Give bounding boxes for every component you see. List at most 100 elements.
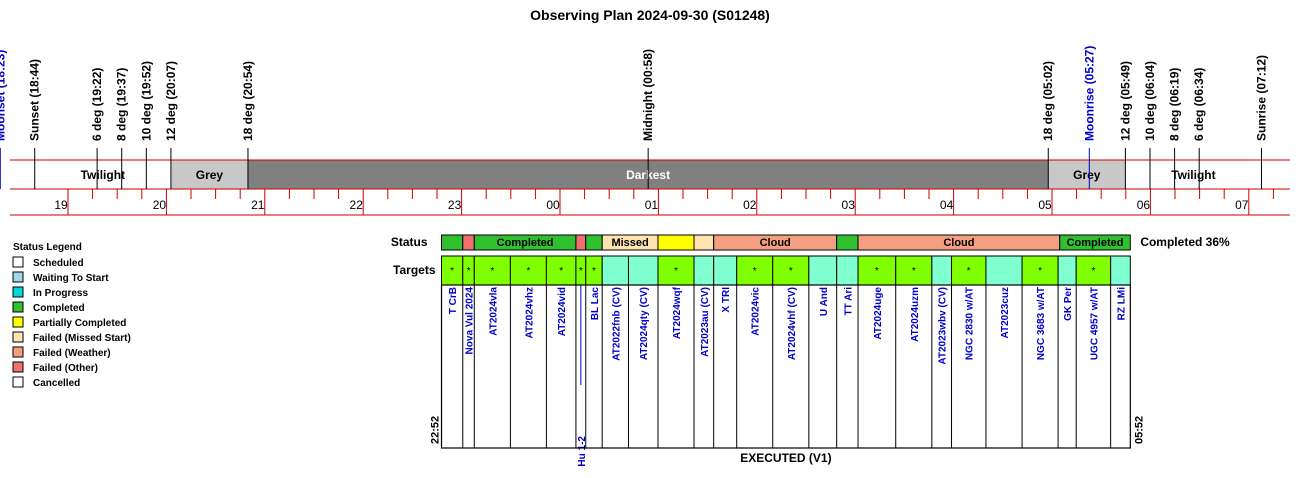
legend-swatch xyxy=(12,256,24,268)
target-cell xyxy=(627,255,659,286)
legend-swatch xyxy=(12,286,24,298)
status-segment xyxy=(693,234,715,251)
target-name: AT2024vla xyxy=(488,287,499,336)
event-label: Midnight (00:58) xyxy=(641,49,655,141)
target-cell xyxy=(601,255,629,286)
target-name: NGC 2830 w/AT xyxy=(965,287,976,360)
event-label: 6 deg (06:34) xyxy=(1192,68,1206,141)
target-name: Nova Vul 2024 xyxy=(465,287,476,355)
hour-axis: 19 20 21 22 23 00 01 02 03 04 05 06 07 xyxy=(10,189,1290,216)
target-name: AT2023cuz xyxy=(1000,287,1011,339)
hour-tick-label: 02 xyxy=(743,198,757,212)
hour-tick-label: 03 xyxy=(842,198,856,212)
target-name: AT2024vid xyxy=(557,287,568,336)
legend-item-label: Cancelled xyxy=(33,378,80,389)
event-label: 10 deg (06:04) xyxy=(1143,61,1157,141)
hour-tick-label: 19 xyxy=(54,198,68,212)
legend-item-label: Failed (Weather) xyxy=(33,348,111,359)
legend-item-label: Scheduled xyxy=(33,258,84,269)
target-done-mark: * xyxy=(579,266,583,277)
target-done-mark: * xyxy=(912,266,916,277)
legend-item-label: In Progress xyxy=(33,288,88,299)
twilight-band xyxy=(170,160,248,189)
target-name: AT2022fnb (CV) xyxy=(611,287,622,361)
hour-tick-label: 00 xyxy=(546,198,560,212)
target-done-mark: * xyxy=(674,266,678,277)
legend-item-label: Failed (Other) xyxy=(33,363,98,374)
event-label: 12 deg (05:49) xyxy=(1118,61,1132,141)
target-name: T CrB xyxy=(448,287,459,314)
legend-item-label: Completed xyxy=(33,303,85,314)
event-label: 18 deg (05:02) xyxy=(1041,61,1055,141)
target-name: Hu 1-2 xyxy=(577,436,588,467)
event-markers: Moonset (18:23) Sunset (18:44) 6 deg (19:2… xyxy=(0,46,1268,189)
twilight-band xyxy=(34,160,171,189)
twilight-band-label: Grey xyxy=(196,168,224,182)
target-name: AT2024wqf xyxy=(672,286,683,339)
hour-tick-label: 05 xyxy=(1038,198,1052,212)
target-done-mark: * xyxy=(789,266,793,277)
status-segment xyxy=(462,234,475,251)
target-cell xyxy=(985,255,1023,286)
twilight-band xyxy=(1048,160,1126,189)
target-done-mark: * xyxy=(592,266,596,277)
hour-tick-label: 01 xyxy=(645,198,659,212)
event-label: 6 deg (19:22) xyxy=(90,68,104,141)
target-cell xyxy=(931,255,953,286)
legend-swatch xyxy=(12,376,24,388)
status-legend: Status Legend Scheduled Waiting To Start In… xyxy=(12,242,131,389)
twilight-band-label: Grey xyxy=(1073,168,1101,182)
target-name: TT Ari xyxy=(843,287,854,316)
table-frame xyxy=(440,284,1131,449)
status-row-label: Status xyxy=(391,235,428,249)
start-time: 22:52 xyxy=(430,416,442,444)
event-label: 12 deg (20:07) xyxy=(164,61,178,141)
target-cell xyxy=(693,255,715,286)
target-name: BL Lac xyxy=(590,287,601,321)
target-done-mark: * xyxy=(526,266,530,277)
target-name: UGC 4957 w/AT xyxy=(1089,287,1100,360)
status-segment-label: Missed xyxy=(611,237,648,249)
target-done-mark: * xyxy=(967,266,971,277)
status-segment-label: Cloud xyxy=(760,237,791,249)
target-cell xyxy=(857,255,897,286)
status-segment-label: Cloud xyxy=(943,237,974,249)
legend-swatch xyxy=(12,331,24,343)
target-name: AT2024vic xyxy=(751,287,762,336)
target-cell xyxy=(1075,255,1112,286)
hour-tick-label: 04 xyxy=(940,198,954,212)
target-done-mark: * xyxy=(875,266,879,277)
target-cell xyxy=(772,255,810,286)
twilight-band xyxy=(1125,160,1262,189)
status-segment xyxy=(1059,234,1131,251)
legend-swatch xyxy=(12,316,24,328)
event-label: 8 deg (06:19) xyxy=(1168,68,1182,141)
target-done-mark: * xyxy=(1091,266,1095,277)
target-cell xyxy=(1057,255,1077,286)
status-segment xyxy=(657,234,695,251)
execution-table: Status Targets Completed 36% Completed Misse… xyxy=(391,234,1230,467)
targets-row-label: Targets xyxy=(393,263,436,277)
target-done-mark: * xyxy=(490,266,494,277)
legend-title: Status Legend xyxy=(13,242,82,253)
target-name: U And xyxy=(819,287,830,316)
target-name: AT2023au (CV) xyxy=(700,287,711,357)
legend-swatch xyxy=(12,361,24,373)
end-time: 05:52 xyxy=(1133,416,1145,444)
hour-tick-label: 22 xyxy=(350,198,364,212)
status-segment xyxy=(585,234,603,251)
execution-footer: EXECUTED (V1) xyxy=(740,451,831,465)
event-label: 8 deg (19:37) xyxy=(115,68,129,141)
target-done-mark: * xyxy=(1038,266,1042,277)
target-cell xyxy=(736,255,774,286)
status-segment xyxy=(441,234,464,251)
status-segment xyxy=(836,234,859,251)
legend-swatch xyxy=(12,301,24,313)
legend-item-label: Failed (Missed Start) xyxy=(33,333,131,344)
target-cell xyxy=(657,255,695,286)
legend-swatch xyxy=(12,346,24,358)
target-done-mark: * xyxy=(559,266,563,277)
legend-item-label: Partially Completed xyxy=(33,318,126,329)
legend-item-label: Waiting To Start xyxy=(33,273,109,284)
